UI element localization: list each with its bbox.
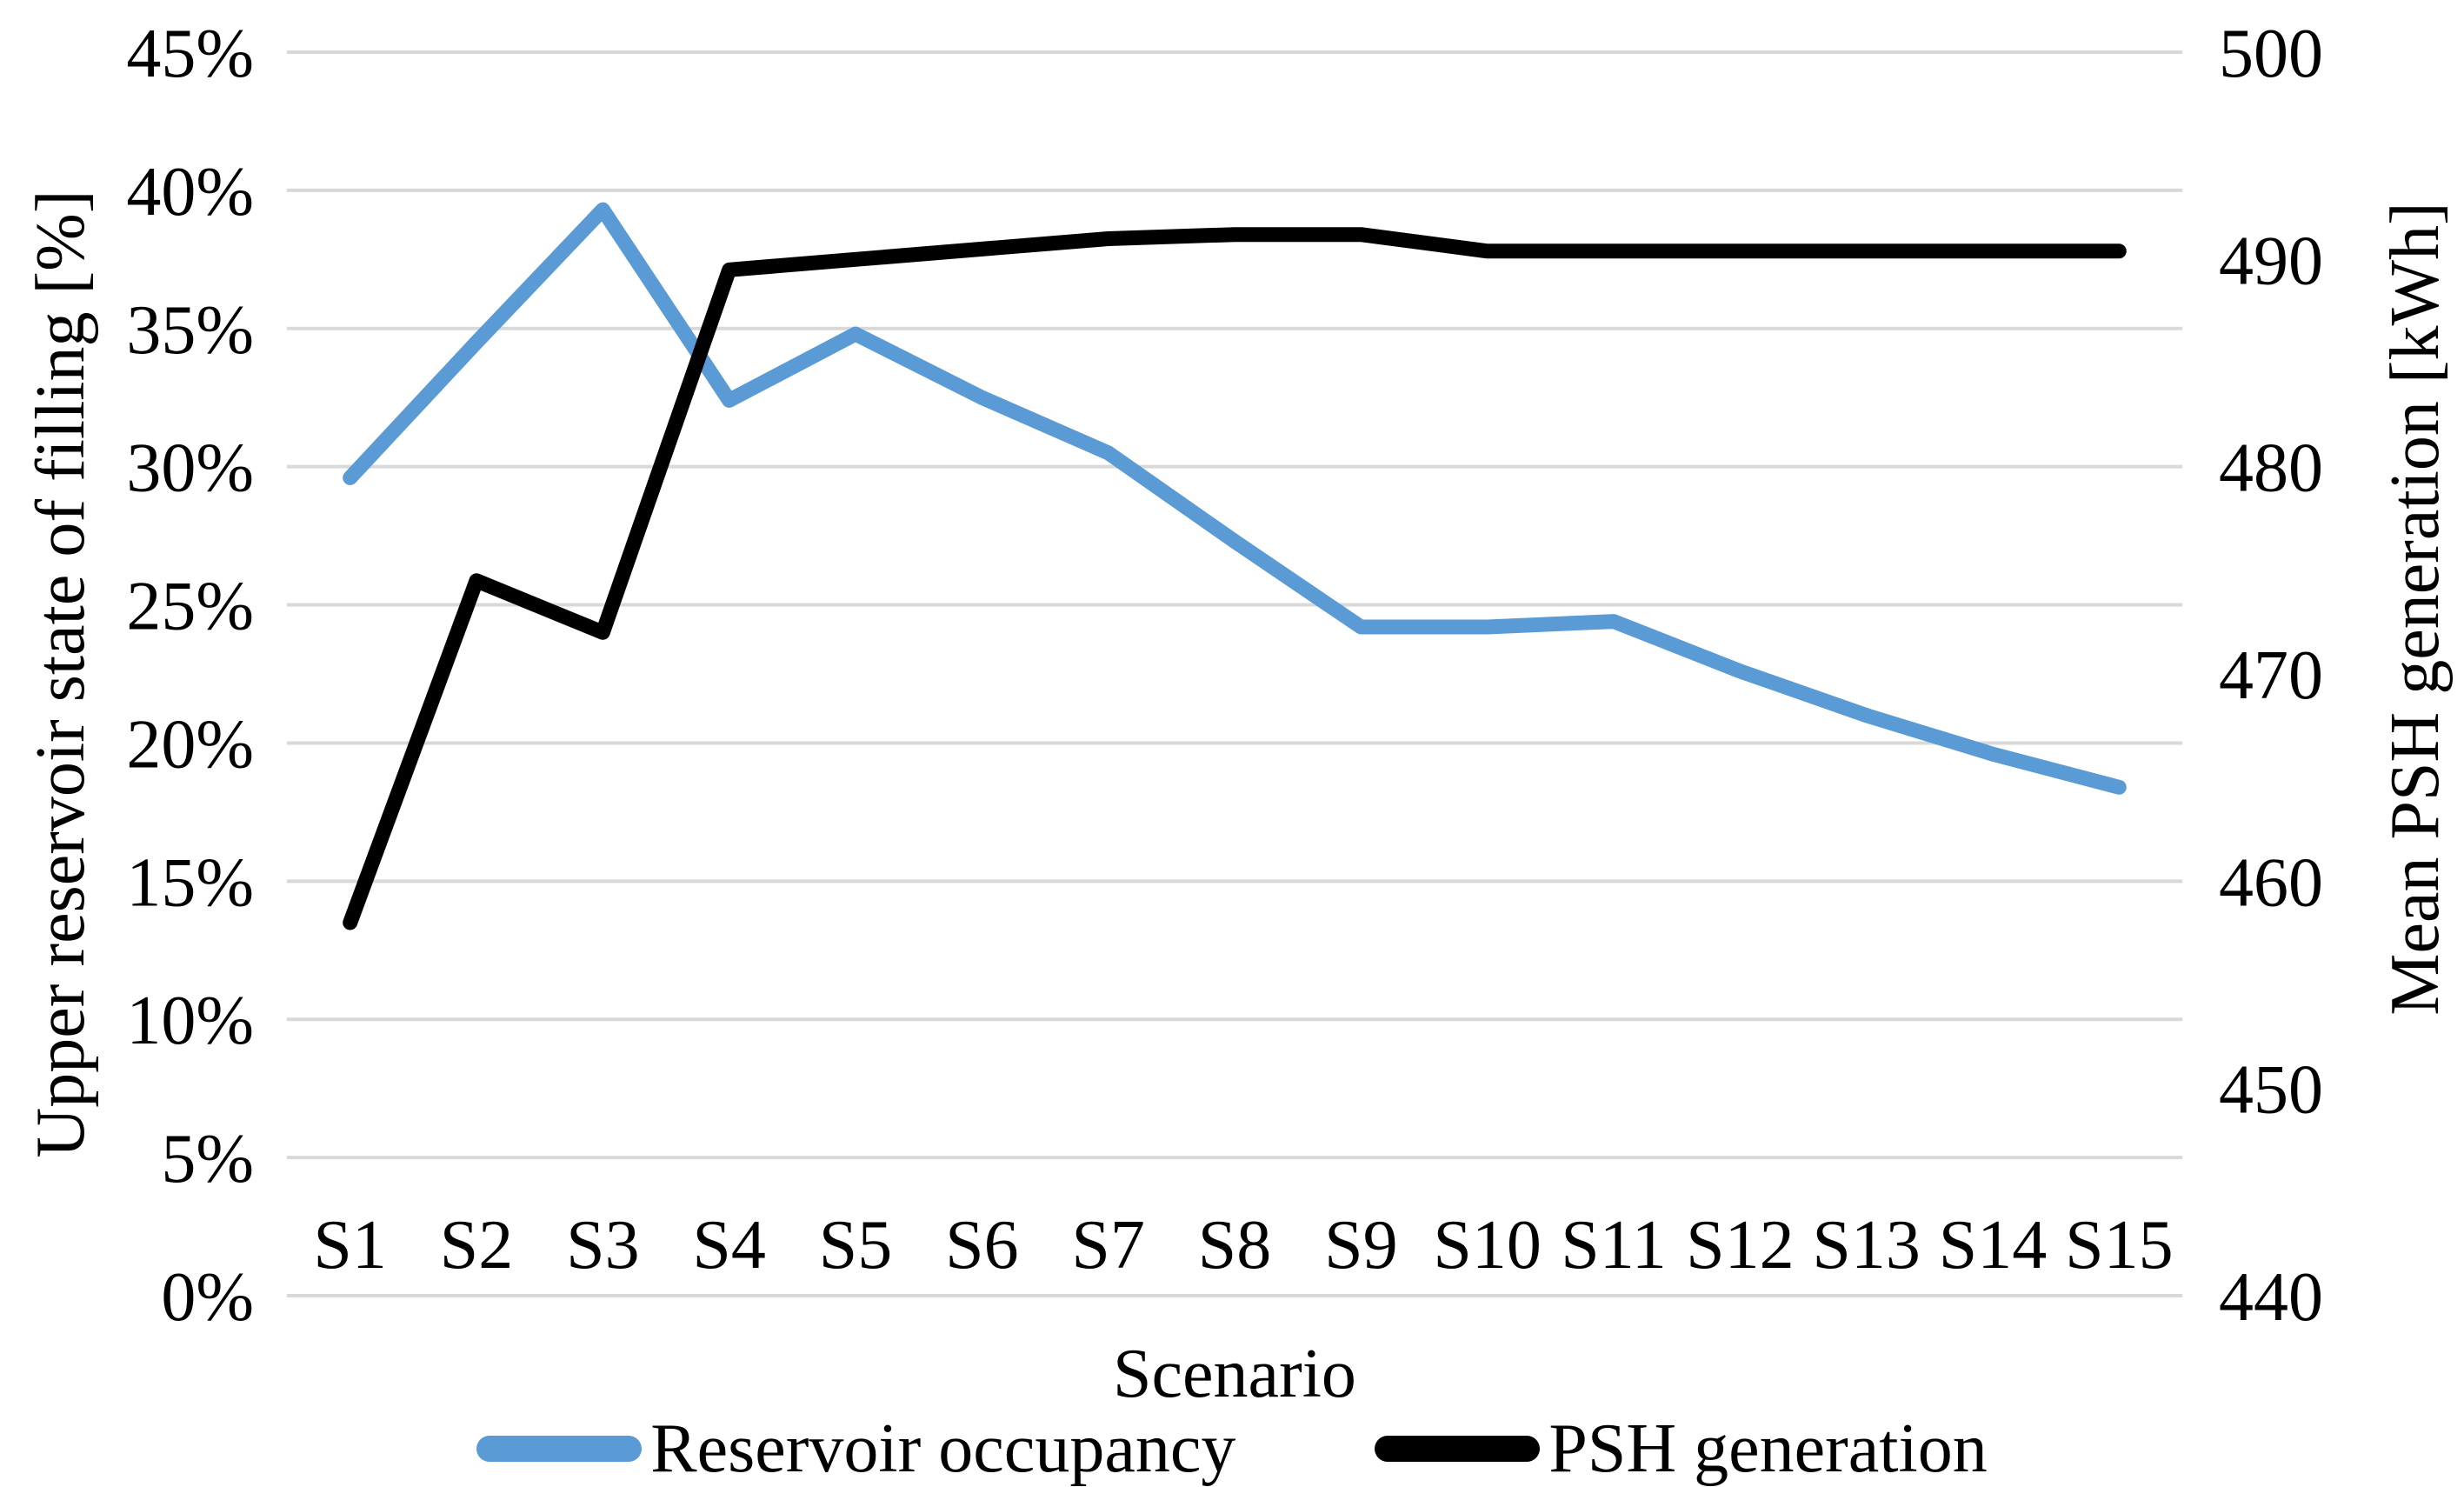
y-left-tick-label: 35%: [126, 292, 254, 369]
x-axis-title: Scenario: [1113, 1336, 1356, 1412]
y-right-tick-label: 450: [2219, 1052, 2323, 1129]
y-right-tick-label: 470: [2219, 637, 2323, 714]
x-tick-label: S12: [1686, 1207, 1795, 1284]
y-left-tick-label: 25%: [126, 569, 254, 645]
psh-generation-swatch: [1375, 1436, 1541, 1462]
x-tick-label: S4: [692, 1207, 766, 1284]
y-left-tick-label: 20%: [126, 706, 254, 783]
y-left-tick-label: 40%: [126, 154, 254, 230]
x-tick-label: S1: [313, 1207, 387, 1284]
x-tick-label: S11: [1561, 1207, 1667, 1284]
y-right-tick-label: 500: [2219, 16, 2323, 92]
x-tick-label: S3: [566, 1207, 640, 1284]
x-tick-label: S10: [1433, 1207, 1542, 1284]
x-tick-label: S2: [440, 1207, 514, 1284]
x-tick-label: S6: [945, 1207, 1019, 1284]
x-tick-label: S5: [819, 1207, 893, 1284]
legend-label: Reservoir occupancy: [650, 1410, 1236, 1487]
x-tick-label: S9: [1324, 1207, 1398, 1284]
legend-label: PSH generation: [1548, 1410, 1988, 1487]
legend-item-reservoir-occupancy: Reservoir occupancy: [476, 1414, 1235, 1484]
y-left-tick-label: 30%: [126, 430, 254, 507]
y-left-tick-label: 10%: [126, 983, 254, 1059]
legend-item-psh-generation: PSH generation: [1375, 1410, 1988, 1487]
y-right-tick-label: 480: [2219, 430, 2323, 507]
y-left-tick-label: 5%: [161, 1121, 254, 1197]
y-right-tick-label: 490: [2219, 223, 2323, 299]
y-axis-left-title: Upper reservoir state of filling [%]: [23, 190, 99, 1158]
y-left-tick-label: 45%: [126, 16, 254, 92]
x-tick-label: S8: [1198, 1207, 1272, 1284]
psh-generation-line: [343, 227, 2127, 930]
x-tick-label: S7: [1071, 1207, 1145, 1284]
x-tick-label: S14: [1939, 1207, 2048, 1284]
y-left-tick-label: 15%: [126, 844, 254, 921]
y-left-tick-label: 0%: [161, 1259, 254, 1336]
reservoir-occupancy-swatch: [476, 1436, 643, 1462]
x-tick-label: S13: [1812, 1207, 1921, 1284]
x-tick-label: S15: [2065, 1207, 2174, 1284]
reservoir-occupancy-line: [343, 202, 2127, 795]
chart-legend: Reservoir occupancy PSH generation: [0, 1414, 2464, 1484]
y-right-tick-label: 440: [2219, 1259, 2323, 1336]
y-axis-right-title: Mean PSH generation [kWh]: [2377, 202, 2454, 1016]
y-right-tick-label: 460: [2219, 844, 2323, 921]
